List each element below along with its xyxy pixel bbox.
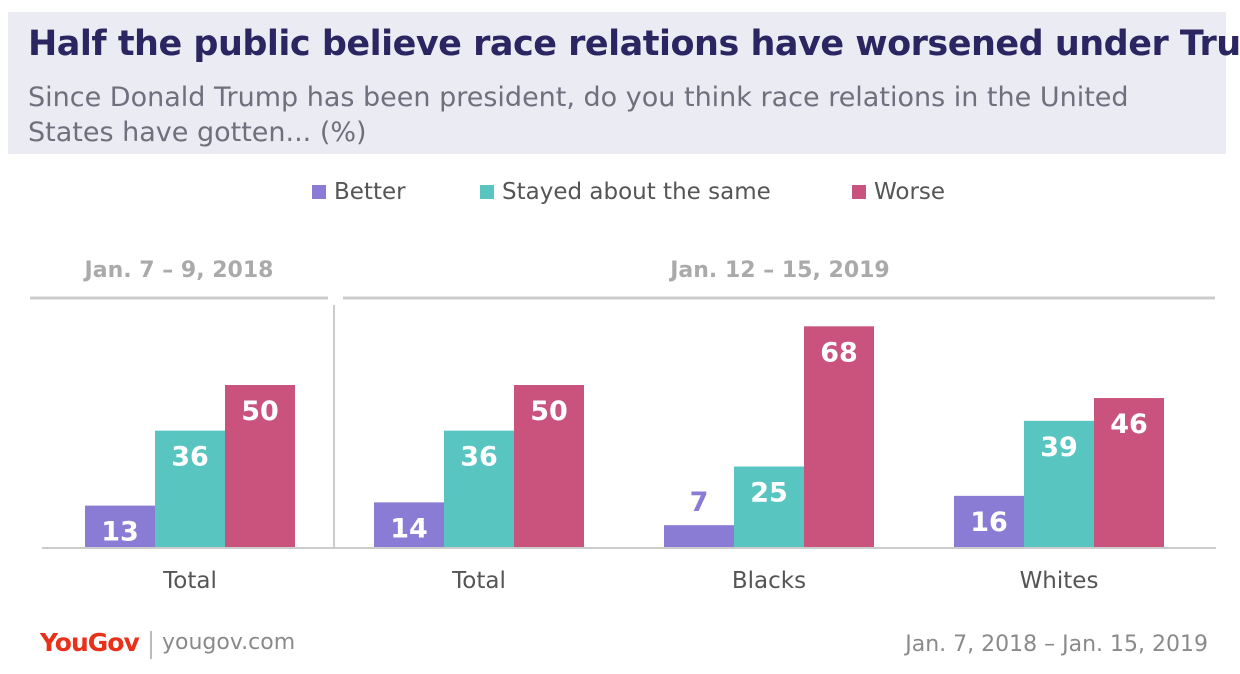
chart-title: Half the public believe race relations h…	[28, 24, 1240, 64]
data-label: 36	[171, 442, 209, 473]
data-label: 7	[690, 487, 709, 518]
legend-item-stayed-about-the-same: Stayed about the same	[480, 176, 771, 208]
legend-item-worse: Worse	[852, 176, 945, 208]
category-label: Whites	[1020, 568, 1099, 594]
data-label: 14	[390, 513, 428, 544]
footer-divider	[150, 631, 152, 659]
chart-subtitle: Since Donald Trump has been president, d…	[28, 82, 1129, 148]
bar-worse	[514, 385, 584, 548]
data-label: 13	[101, 517, 139, 548]
bar-worse	[1094, 398, 1164, 548]
legend-swatch	[312, 185, 326, 199]
category-label: Total	[162, 568, 217, 594]
legend-label: Stayed about the same	[502, 179, 771, 205]
bar-stayed-about-the-same	[734, 466, 804, 548]
data-label: 36	[460, 442, 498, 473]
category-label: Total	[451, 568, 506, 594]
bar-better	[374, 502, 444, 548]
data-label: 39	[1040, 432, 1078, 463]
header-banner: Half the public believe race relations h…	[8, 12, 1240, 154]
bar-stayed-about-the-same	[1024, 420, 1094, 548]
legend-label: Better	[334, 179, 406, 205]
legend: Better Stayed about the same Worse	[0, 176, 1240, 208]
footer-date-range: Jan. 7, 2018 – Jan. 15, 2019	[905, 632, 1208, 657]
bar-better	[85, 505, 155, 548]
legend-swatch	[480, 185, 494, 199]
data-label: 46	[1110, 409, 1148, 440]
data-label: 50	[530, 396, 568, 427]
data-label: 68	[820, 337, 858, 368]
data-label: 16	[970, 507, 1008, 538]
bar-stayed-about-the-same	[444, 430, 514, 548]
data-label: 50	[241, 396, 279, 427]
data-label: 25	[750, 478, 788, 509]
bar-worse	[225, 385, 295, 548]
legend-item-better: Better	[312, 176, 406, 208]
bar-better	[664, 525, 734, 548]
category-label: Blacks	[732, 568, 806, 594]
footer-website: yougov.com	[162, 630, 296, 655]
panel-label: Jan. 7 – 9, 2018	[83, 258, 274, 283]
legend-label: Worse	[874, 179, 946, 205]
bar-better	[954, 495, 1024, 548]
bar-stayed-about-the-same	[155, 430, 225, 548]
yougov-logo: YouGov	[40, 628, 140, 657]
panel-label: Jan. 12 – 15, 2019	[668, 258, 890, 283]
legend-swatch	[852, 185, 866, 199]
bar-worse	[804, 326, 874, 548]
